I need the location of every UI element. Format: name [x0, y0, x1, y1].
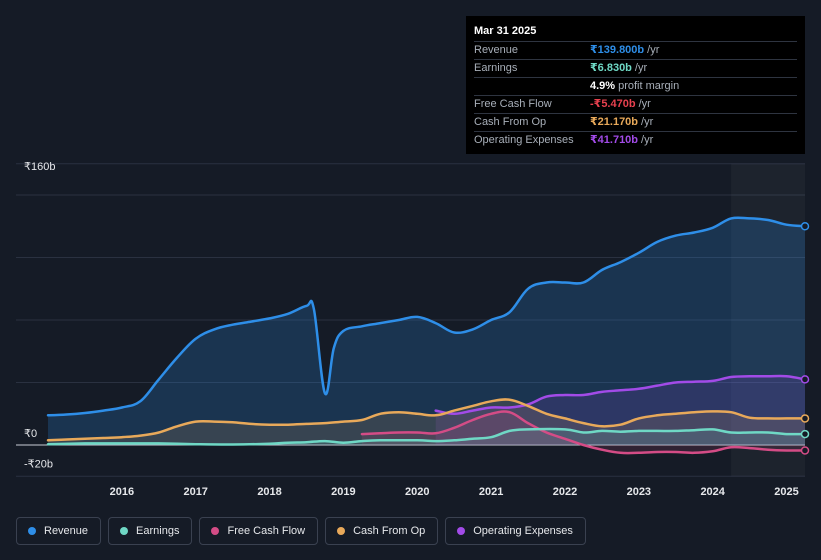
- legend-label: Operating Expenses: [473, 525, 573, 537]
- free-cash-flow-line: [360, 410, 807, 455]
- tooltip-date: Mar 31 2025: [474, 23, 797, 42]
- tooltip-label: Revenue: [474, 44, 519, 56]
- cash-from-op-line: [46, 398, 807, 442]
- x-tick-label: 2024: [700, 486, 725, 498]
- cash-from-op-area: [48, 399, 805, 445]
- tooltip-label: Operating Expenses: [474, 134, 574, 146]
- tooltip-unit: /yr: [641, 134, 654, 146]
- tooltip-unit: /yr: [634, 62, 648, 74]
- x-tick-label: 2018: [257, 486, 281, 498]
- legend-item-cash-from-op[interactable]: Cash From Op: [325, 517, 439, 545]
- legend-label: Cash From Op: [353, 525, 426, 537]
- legend-dot-icon: [337, 527, 346, 535]
- x-tick-label: 2017: [183, 486, 207, 498]
- tooltip-value: ₹6.830b: [590, 62, 632, 74]
- legend-item-revenue[interactable]: Revenue: [16, 517, 102, 545]
- revenue-line: [46, 216, 807, 417]
- cash-from-op-end-marker: [800, 414, 810, 423]
- x-tick-label: 2021: [479, 486, 503, 498]
- revenue-end-marker: [800, 222, 810, 231]
- series-end-markers: [800, 222, 810, 455]
- x-tick-label: 2023: [627, 486, 651, 498]
- tooltip-label: Earnings: [474, 62, 518, 74]
- y-tick-label: ₹0: [24, 428, 37, 440]
- x-tick-label: 2022: [553, 486, 577, 498]
- tooltip-row-cash-from-op: Cash From Op ₹21.170b /yr: [474, 114, 797, 132]
- grid-lines: [16, 163, 805, 477]
- tooltip-label: Free Cash Flow: [474, 98, 552, 110]
- earnings-line: [46, 427, 807, 446]
- tooltip-value: -₹5.470b: [590, 98, 636, 110]
- tooltip-unit: /yr: [638, 98, 651, 110]
- free-cash-flow-end-marker: [800, 446, 810, 455]
- y-tick-label: ₹160b: [24, 161, 55, 173]
- free-cash-flow-area: [361, 411, 805, 454]
- legend: Revenue Earnings Free Cash Flow Cash Fro…: [16, 517, 593, 545]
- tooltip-row-free-cash-flow: Free Cash Flow -₹5.470b /yr: [474, 96, 797, 114]
- tooltip-label: Cash From Op: [474, 116, 547, 128]
- tooltip-row-earnings: Earnings ₹6.830b /yr: [474, 60, 797, 78]
- tooltip-row-operating-expenses: Operating Expenses ₹41.710b /yr: [474, 132, 797, 149]
- legend-label: Earnings: [136, 525, 180, 537]
- tooltip-label: [474, 78, 590, 95]
- operating-expenses-area: [435, 376, 805, 445]
- x-tick-label: 2016: [110, 486, 134, 498]
- tooltip-value: ₹139.800b: [590, 44, 645, 56]
- legend-item-operating-expenses[interactable]: Operating Expenses: [445, 517, 586, 545]
- earnings-area: [48, 429, 805, 445]
- x-tick-label: 2020: [405, 486, 429, 498]
- chart-area: ₹160b ₹0 -₹20b 2016 2017 2018 2019 2020 2021 202…: [16, 161, 810, 498]
- tooltip-row-profit-margin: 4.9% profit margin: [474, 78, 797, 96]
- x-tick-label: 2025: [774, 486, 798, 498]
- tooltip: Mar 31 2025 Revenue ₹139.800b /yr Earnin…: [466, 16, 805, 154]
- tooltip-unit: /yr: [641, 116, 654, 128]
- legend-item-earnings[interactable]: Earnings: [108, 517, 193, 545]
- tooltip-unit: profit margin: [618, 80, 680, 92]
- y-axis-labels: ₹160b ₹0 -₹20b: [24, 161, 55, 470]
- legend-dot-icon: [28, 527, 36, 535]
- legend-dot-icon: [457, 527, 466, 535]
- tooltip-value: ₹21.170b: [590, 116, 639, 128]
- legend-item-free-cash-flow[interactable]: Free Cash Flow: [199, 517, 319, 545]
- y-tick-label: -₹20b: [24, 458, 53, 470]
- legend-label: Free Cash Flow: [227, 525, 306, 537]
- legend-dot-icon: [211, 527, 220, 535]
- series-fills: [48, 217, 805, 454]
- earnings-end-marker: [800, 429, 810, 439]
- operating-expenses-end-marker: [800, 375, 810, 384]
- revenue-area: [48, 217, 805, 445]
- series-lines: [46, 216, 807, 455]
- tooltip-unit: /yr: [647, 44, 660, 56]
- legend-label: Revenue: [44, 525, 89, 537]
- tooltip-value: 4.9%: [590, 80, 616, 92]
- tooltip-value: ₹41.710b: [590, 134, 639, 146]
- x-tick-label: 2019: [331, 486, 355, 498]
- legend-dot-icon: [120, 527, 129, 535]
- operating-expenses-line: [434, 374, 807, 416]
- tooltip-row-revenue: Revenue ₹139.800b /yr: [474, 42, 797, 60]
- x-axis-labels: 2016 2017 2018 2019 2020 2021 2022 2023 2024 2025: [110, 486, 799, 498]
